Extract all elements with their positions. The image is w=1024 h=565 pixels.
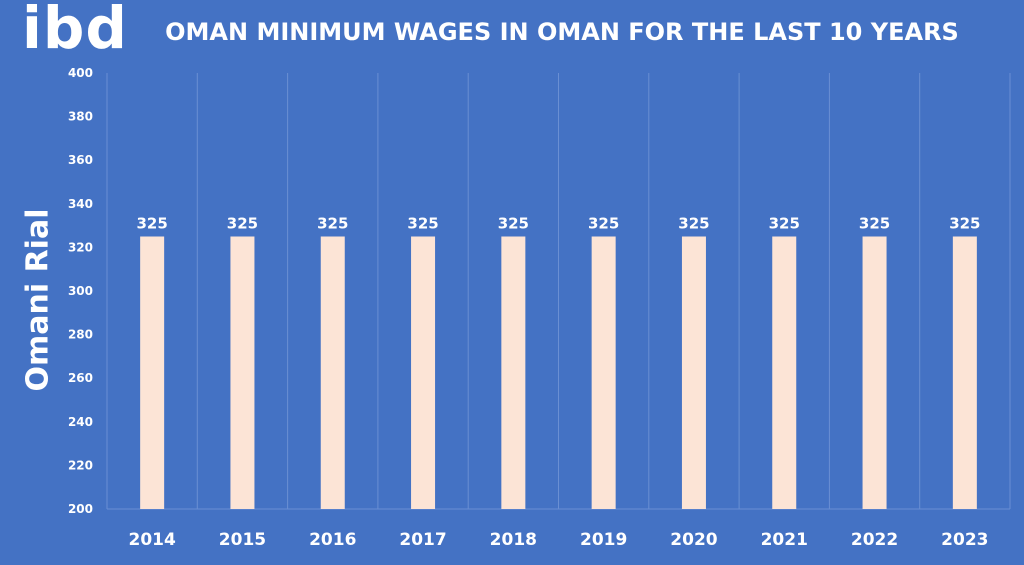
x-tick-label-2020: 2020 xyxy=(670,530,717,550)
grid-lines xyxy=(106,73,1011,510)
data-label-2016: 325 xyxy=(317,215,348,233)
data-label-2017: 325 xyxy=(407,215,438,233)
x-tick-label-2014: 2014 xyxy=(128,530,175,550)
bar-2022 xyxy=(862,236,887,509)
bar-2019 xyxy=(591,236,616,509)
x-tick-label-2016: 2016 xyxy=(309,530,356,550)
y-axis-ticks: 200 220 240 260 280 300 320 340 360 380 400 xyxy=(68,66,93,516)
data-label-2023: 325 xyxy=(949,215,980,233)
x-tick-label-2019: 2019 xyxy=(580,530,627,550)
y-tick-label: 300 xyxy=(68,284,93,298)
bar-2017 xyxy=(411,236,436,509)
x-tick-label-2015: 2015 xyxy=(219,530,266,550)
bars xyxy=(140,236,977,509)
y-tick-label: 320 xyxy=(68,240,93,254)
y-tick-label: 240 xyxy=(68,415,93,429)
bar-2020 xyxy=(681,236,706,509)
chart-title: OMAN MINIMUM WAGES IN OMAN FOR THE LAST … xyxy=(165,18,959,46)
data-label-2020: 325 xyxy=(678,215,709,233)
data-label-2021: 325 xyxy=(769,215,800,233)
bar-2018 xyxy=(501,236,526,509)
brand-logo: ibd xyxy=(22,0,128,62)
bar-2023 xyxy=(952,236,977,509)
x-tick-label-2018: 2018 xyxy=(490,530,537,550)
y-tick-label: 220 xyxy=(68,458,93,472)
bar-2015 xyxy=(230,236,255,509)
y-tick-label: 260 xyxy=(68,371,93,385)
data-label-2018: 325 xyxy=(498,215,529,233)
data-label-2019: 325 xyxy=(588,215,619,233)
data-labels: 325 325 325 325 325 325 325 325 325 325 xyxy=(136,215,980,233)
x-axis-ticks: 2014 2015 2016 2017 2018 2019 2020 2021 2022 2023 xyxy=(128,530,988,550)
y-tick-label: 380 xyxy=(68,110,93,124)
y-tick-label: 340 xyxy=(68,197,93,211)
bar-2014 xyxy=(140,236,165,509)
x-tick-label-2017: 2017 xyxy=(399,530,446,550)
y-tick-label: 360 xyxy=(68,153,93,167)
data-label-2022: 325 xyxy=(859,215,890,233)
x-tick-label-2021: 2021 xyxy=(761,530,808,550)
y-tick-label: 280 xyxy=(68,328,93,342)
y-tick-label: 200 xyxy=(68,502,93,516)
data-label-2014: 325 xyxy=(136,215,167,233)
y-tick-label: 400 xyxy=(68,66,93,80)
data-label-2015: 325 xyxy=(227,215,258,233)
bar-2016 xyxy=(320,236,345,509)
bar-2021 xyxy=(772,236,797,509)
x-tick-label-2022: 2022 xyxy=(851,530,898,550)
x-tick-label-2023: 2023 xyxy=(941,530,988,550)
